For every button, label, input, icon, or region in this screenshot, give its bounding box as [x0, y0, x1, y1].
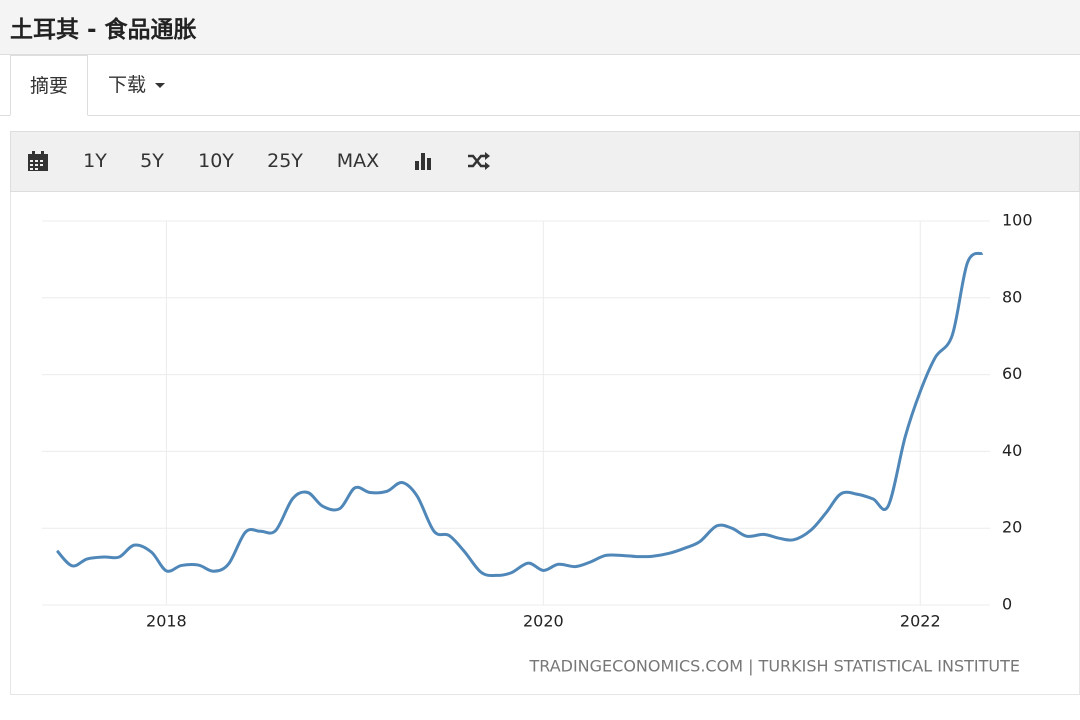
- range-button[interactable]: 1Y: [83, 150, 107, 172]
- calendar-icon[interactable]: [27, 150, 49, 172]
- header: 土耳其 - 食品通胀: [0, 0, 1080, 55]
- data-line: [55, 251, 984, 577]
- tab[interactable]: 下载: [108, 55, 168, 115]
- range-button[interactable]: 10Y: [198, 150, 234, 172]
- bar-chart-icon[interactable]: [414, 151, 434, 171]
- y-tick-label: 80: [1002, 287, 1022, 306]
- source-note: TRADINGECONOMICS.COM | TURKISH STATISTIC…: [528, 657, 1020, 676]
- tab-label[interactable]: 下载: [108, 74, 147, 96]
- x-tick-label: 2020: [523, 612, 564, 631]
- y-tick-label: 40: [1002, 441, 1022, 460]
- x-tick-label: 2018: [146, 612, 187, 631]
- tab[interactable]: 摘要: [10, 55, 88, 116]
- shuffle-icon[interactable]: [467, 151, 491, 171]
- range-button[interactable]: 5Y: [140, 150, 164, 172]
- caret: [155, 83, 166, 88]
- toolbar: 1Y 5Y 10Y 25Y MAX: [10, 131, 1080, 192]
- range-button[interactable]: MAX: [336, 150, 380, 172]
- chart: 0 20 40 60 80 100 2018 2020 2022 TRADINGECONOMICS…: [42, 211, 1033, 676]
- y-tick-label: 60: [1002, 364, 1022, 383]
- page-title: 土耳其 - 食品通胀: [10, 17, 197, 43]
- range-button[interactable]: 25Y: [267, 150, 303, 172]
- x-tick-label: 2022: [900, 612, 941, 631]
- y-tick-label: 20: [1002, 518, 1022, 537]
- y-tick-label: 0: [1002, 595, 1012, 614]
- tab-bar: 摘要 下载: [0, 55, 1080, 116]
- y-tick-label: 100: [1002, 211, 1033, 230]
